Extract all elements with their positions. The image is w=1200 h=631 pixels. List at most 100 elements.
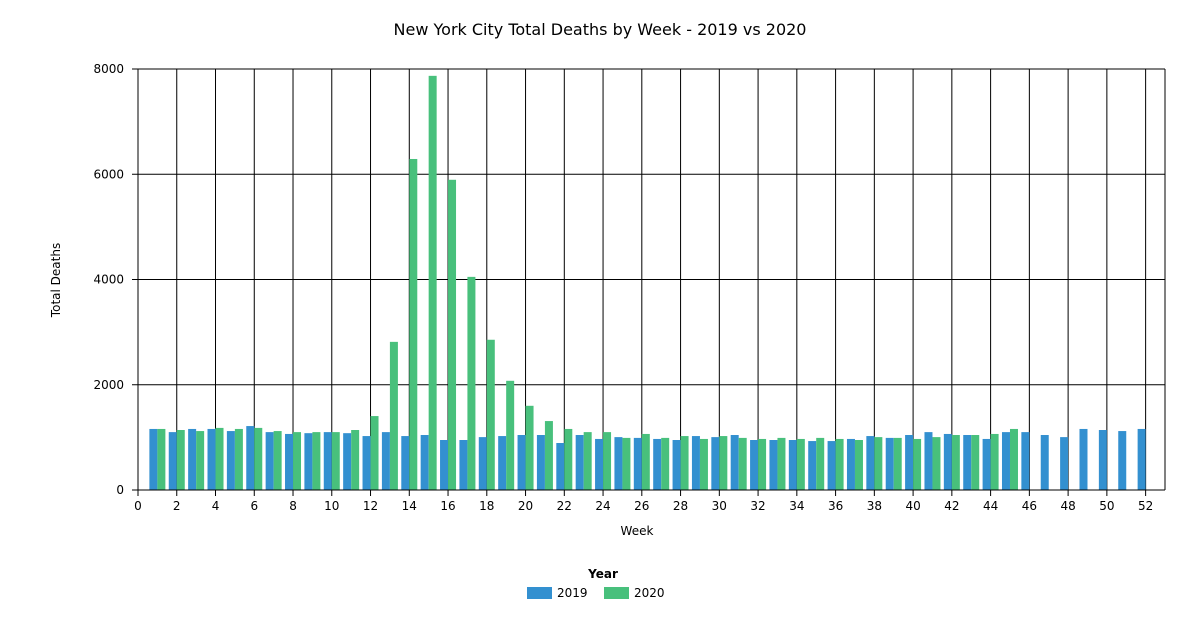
bar-2020-week-26 (641, 433, 650, 490)
y-tick-label: 4000 (93, 273, 124, 287)
x-axis-label: Week (621, 524, 654, 538)
bar-2019-week-15 (420, 435, 429, 490)
x-tick-label: 42 (944, 499, 959, 513)
bar-2020-week-27 (661, 437, 670, 490)
bar-2020-week-30 (719, 436, 728, 490)
x-tick-label: 44 (983, 499, 998, 513)
bar-2020-week-42 (951, 435, 960, 490)
bar-2019-week-52 (1137, 428, 1146, 490)
bar-2019-week-27 (653, 438, 662, 490)
bar-2020-week-5 (234, 428, 243, 490)
bar-2019-week-41 (924, 432, 933, 490)
x-tick-label: 12 (363, 499, 378, 513)
bar-2020-week-8 (293, 432, 302, 490)
bar-2020-week-10 (331, 432, 340, 490)
bar-2019-week-25 (614, 437, 623, 490)
x-tick-label: 40 (905, 499, 920, 513)
bar-2019-week-18 (478, 437, 487, 490)
x-tick-label: 0 (134, 499, 142, 513)
legend-item-2020[interactable]: 2020 (604, 586, 665, 600)
bar-2019-week-21 (536, 435, 545, 490)
bar-2019-week-36 (827, 441, 836, 490)
bar-2019-week-5 (226, 431, 235, 490)
bar-2019-week-46 (1021, 432, 1030, 490)
bar-2020-week-16 (448, 179, 457, 490)
bar-2020-week-18 (486, 339, 495, 490)
bar-2020-week-1 (157, 428, 166, 490)
bar-2019-week-51 (1118, 431, 1127, 490)
bar-2020-week-41 (932, 437, 941, 490)
bar-2019-week-40 (905, 435, 914, 490)
y-axis-label: Total Deaths (49, 243, 63, 318)
bar-2019-week-6 (246, 426, 255, 490)
x-tick-label: 6 (250, 499, 258, 513)
x-tick-label: 16 (440, 499, 455, 513)
bar-2019-week-35 (808, 441, 817, 490)
bar-2020-week-20 (525, 405, 534, 490)
bar-2019-week-33 (769, 440, 778, 490)
legend-swatch-2019 (527, 587, 552, 599)
bar-2020-week-7 (273, 431, 282, 490)
bar-2019-week-2 (168, 432, 177, 490)
chart-title: New York City Total Deaths by Week - 201… (394, 20, 807, 39)
x-tick-label: 18 (479, 499, 494, 513)
x-tick-label: 46 (1022, 499, 1037, 513)
x-tick-label: 2 (173, 499, 181, 513)
x-tick-label: 10 (324, 499, 339, 513)
bar-2019-week-13 (381, 432, 390, 490)
y-tick-label: 2000 (93, 378, 124, 392)
legend-label-2019: 2019 (557, 586, 588, 600)
bar-2019-week-43 (963, 435, 972, 490)
bar-2020-week-24 (603, 432, 612, 490)
bar-2019-week-14 (401, 436, 410, 490)
bar-2019-week-12 (362, 436, 371, 490)
bar-2019-week-47 (1040, 435, 1049, 490)
bar-2020-week-2 (176, 430, 185, 490)
bar-2019-week-3 (188, 428, 197, 490)
x-tick-label: 48 (1060, 499, 1075, 513)
bar-2020-week-23 (583, 432, 592, 490)
bar-2020-week-4 (215, 427, 224, 490)
bar-2019-week-4 (207, 428, 216, 490)
bar-2019-week-42 (943, 433, 952, 490)
bar-2020-week-40 (913, 438, 922, 490)
x-tick-label: 34 (789, 499, 804, 513)
legend-title: Year (587, 567, 618, 581)
bar-2020-week-34 (796, 438, 805, 490)
bar-2019-week-9 (304, 433, 313, 490)
bar-2020-week-37 (854, 440, 863, 490)
x-tick-label: 4 (212, 499, 220, 513)
bar-2020-week-9 (312, 432, 321, 490)
bar-2020-week-28 (680, 436, 689, 490)
bar-2020-week-45 (1009, 428, 1018, 490)
x-tick-label: 8 (289, 499, 297, 513)
bar-2019-week-24 (595, 438, 604, 490)
bar-2019-week-23 (575, 435, 584, 490)
legend-label-2020: 2020 (634, 586, 665, 600)
bar-2020-week-43 (971, 435, 980, 490)
bar-2019-week-8 (285, 433, 294, 490)
bar-2019-week-26 (633, 437, 642, 490)
bar-2020-week-29 (699, 438, 708, 490)
bar-2019-week-44 (982, 438, 991, 490)
legend-item-2019[interactable]: 2019 (527, 586, 588, 600)
bar-2020-week-38 (874, 437, 883, 490)
bar-2019-week-29 (691, 436, 700, 490)
bar-2019-week-1 (149, 428, 158, 490)
bar-2019-week-49 (1079, 428, 1088, 490)
bar-2019-week-20 (517, 435, 526, 490)
x-tick-label: 32 (750, 499, 765, 513)
bar-2019-week-19 (498, 436, 507, 490)
bar-2019-week-30 (711, 437, 720, 490)
legend-swatch-2020 (604, 587, 629, 599)
bar-2019-week-32 (750, 440, 759, 490)
bar-2019-week-31 (730, 435, 739, 490)
x-tick-label: 20 (518, 499, 533, 513)
bar-2019-week-37 (846, 438, 855, 490)
bar-2019-week-48 (1060, 437, 1069, 490)
bar-2019-week-38 (866, 436, 875, 490)
y-tick-label: 0 (116, 483, 124, 497)
bar-2020-week-15 (428, 75, 437, 490)
